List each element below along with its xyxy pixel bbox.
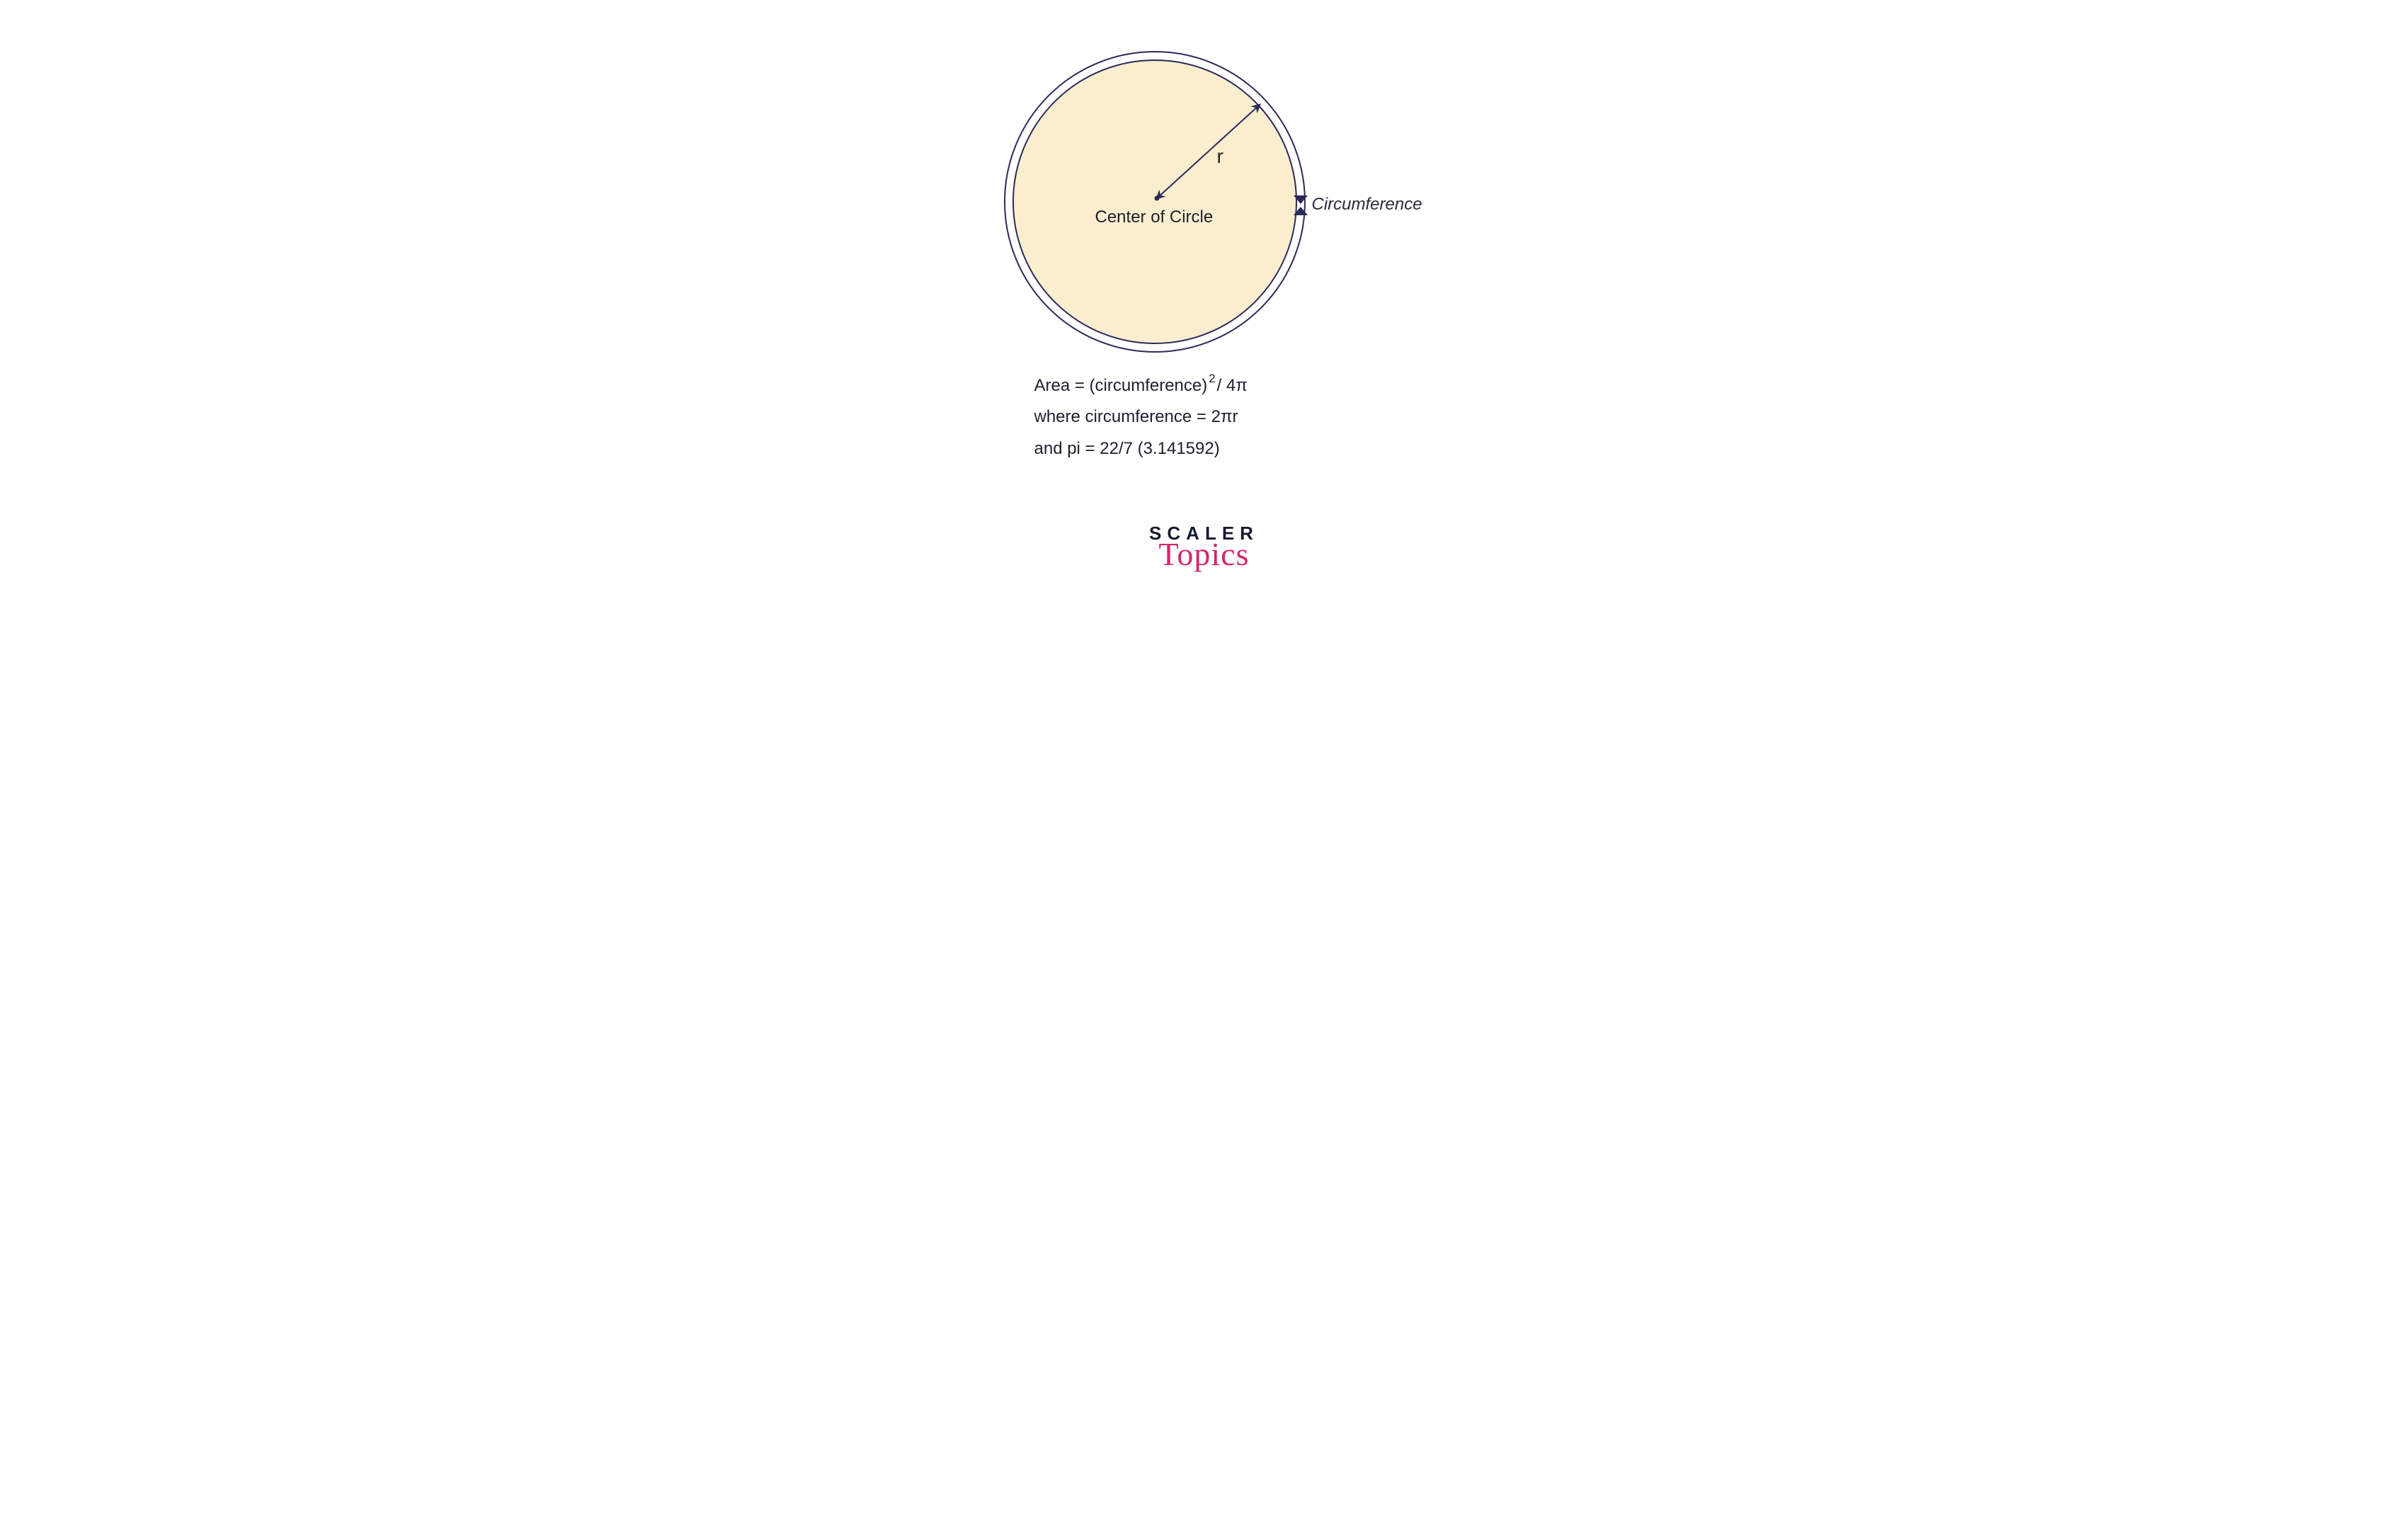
brand-logo-bottom: Topics [1149, 538, 1259, 571]
inner-circle [1013, 60, 1296, 343]
diagram-stage: r Center of Circle Circumference Area = … [673, 0, 1735, 674]
formula-block: Area = (circumference)2/ 4π where circum… [1034, 370, 1403, 464]
radius-label: r [1217, 145, 1223, 168]
brand-logo: SCALER Topics [1149, 524, 1259, 571]
center-dot [1154, 196, 1159, 201]
circumference-label: Circumference [1312, 195, 1422, 215]
center-label: Center of Circle [1095, 207, 1214, 227]
formula-line-1-post: / 4π [1217, 376, 1248, 395]
formula-line-1-sup: 2 [1209, 372, 1215, 385]
circle-diagram-svg [673, 0, 1735, 674]
formula-line-2: where circumference = 2πr [1034, 401, 1403, 433]
formula-line-1-pre: Area = (circumference) [1034, 376, 1208, 395]
formula-line-1: Area = (circumference)2/ 4π [1034, 370, 1403, 401]
formula-line-3: and pi = 22/7 (3.141592) [1034, 433, 1403, 464]
